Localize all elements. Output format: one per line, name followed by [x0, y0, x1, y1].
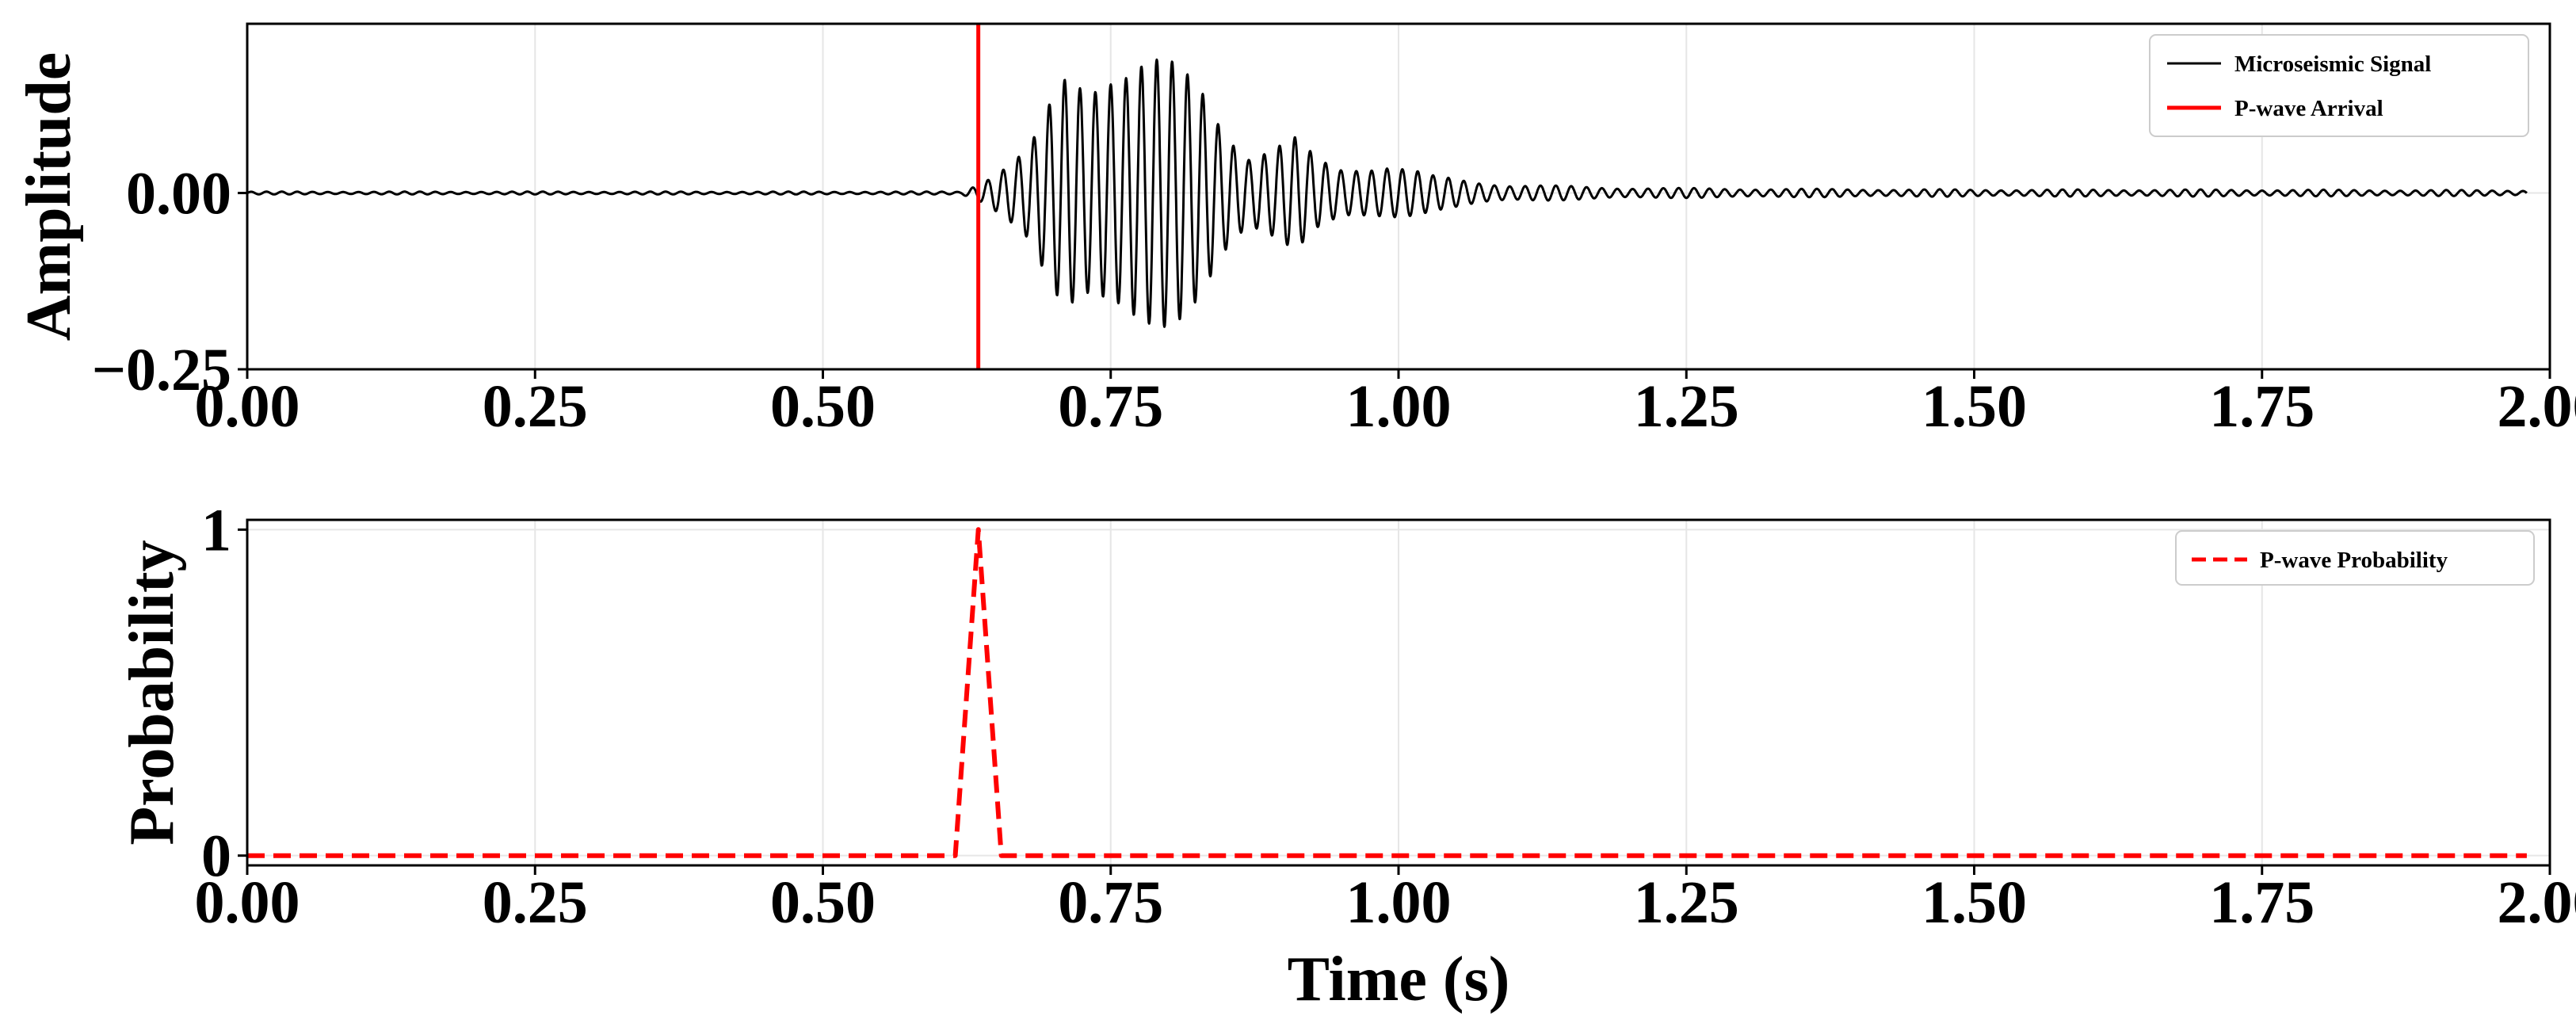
x-tick-label: 1.75: [2209, 373, 2315, 440]
legend-label-p-wave-arrival: P-wave Arrival: [2234, 96, 2383, 121]
y-tick-label: 0: [201, 823, 231, 890]
y-tick-label: 1: [201, 497, 231, 563]
x-tick-label: 1.00: [1346, 869, 1452, 936]
probability-panel: 0.00 0.25 0.50 0.75 1.00 1.25 1.50 1.75 2.00 0 1 P…: [117, 497, 2576, 1014]
x-tick-label: 0.75: [1058, 373, 1163, 440]
x-tick-label: 1.00: [1346, 373, 1452, 440]
time-axis-title: Time (s): [1288, 945, 1510, 1014]
probability-ticks: 0.00 0.25 0.50 0.75 1.00 1.25 1.50 1.75 2.00 0 1: [195, 497, 2576, 936]
probability-axis-title: Probability: [117, 540, 187, 845]
x-tick-label: 0.50: [770, 373, 876, 440]
x-tick-label: 2.00: [2498, 373, 2576, 440]
x-tick-label: 1.50: [1922, 373, 2027, 440]
y-tick-label: −0.25: [92, 337, 231, 403]
x-tick-label: 1.50: [1922, 869, 2027, 936]
y-tick-label: 0.00: [126, 161, 231, 227]
amplitude-legend-box: [2149, 34, 2529, 137]
x-tick-label: 2.00: [2498, 869, 2576, 936]
x-tick-label: 0.25: [483, 869, 588, 936]
x-tick-label: 1.25: [1634, 373, 1739, 440]
x-tick-label: 0.25: [483, 373, 588, 440]
series-line-microseismic-signal: [246, 58, 2528, 328]
amplitude-legend: Microseismic Signal P-wave Arrival: [2149, 34, 2529, 137]
series-line-p-wave-probability: [247, 527, 2527, 858]
legend-label-p-wave-probability: P-wave Probability: [2260, 548, 2448, 573]
x-tick-label: 0.00: [195, 869, 300, 936]
x-tick-label: 0.00: [195, 373, 300, 440]
x-tick-label: 0.50: [770, 869, 876, 936]
legend-label-microseismic-signal: Microseismic Signal: [2234, 52, 2431, 77]
probability-legend: P-wave Probability: [2175, 530, 2535, 586]
x-tick-label: 0.75: [1058, 869, 1163, 936]
amplitude-series: [246, 24, 2528, 369]
x-tick-label: 1.75: [2209, 869, 2315, 936]
probability-series: [247, 527, 2527, 858]
amplitude-panel: 0.00 0.25 0.50 0.75 1.00 1.25 1.50 1.75 2.00 −0.2…: [14, 22, 2576, 440]
amplitude-axis-title: Amplitude: [14, 52, 84, 342]
amplitude-ticks: 0.00 0.25 0.50 0.75 1.00 1.25 1.50 1.75 2.00 −0.2…: [92, 161, 2576, 440]
x-tick-label: 1.25: [1634, 869, 1739, 936]
probability-legend-box: [2175, 530, 2535, 586]
